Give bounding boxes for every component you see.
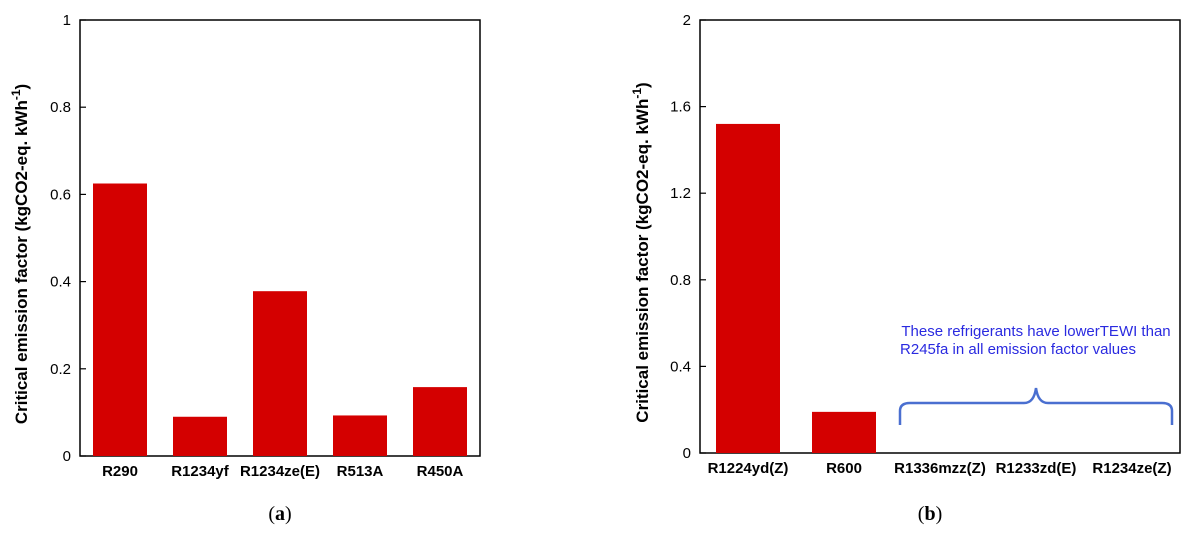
x-tick-label: R450A <box>417 463 464 480</box>
y-tick-label: 0.4 <box>50 274 71 291</box>
y-tick-label: 0 <box>63 448 71 465</box>
x-tick-label: R1224yd(Z) <box>708 460 789 477</box>
chart-a: 0 0.2 0.4 0.6 0.8 1 R290 R1234yf R1234ze(E) R513A… <box>9 12 481 525</box>
chart-b: 0 0.4 0.8 1.2 1.6 2 R1224yd(Z) R600 R1336mzz(Z) R… <box>630 12 1181 525</box>
bar-R1234yf <box>173 416 227 456</box>
x-tick-label: R513A <box>337 463 384 480</box>
x-tick-label: R1234yf <box>171 463 230 480</box>
bar-R450A <box>413 387 467 456</box>
y-tick-label: 0.8 <box>670 272 691 289</box>
y-tick-label: 0.2 <box>50 361 71 378</box>
plot-frame <box>699 19 1181 454</box>
panel-caption: (b) <box>918 503 942 525</box>
annotation-text: These refrigerants have lowerTEWI than <box>901 323 1170 340</box>
bar-R600 <box>812 411 876 453</box>
y-tick-label: 2 <box>683 12 691 29</box>
y-tick-label: 0.6 <box>50 186 71 203</box>
y-axis-label: Critical emission factor (kgCO2-eq. kWh-… <box>630 82 652 422</box>
y-axis-label: Critical emission factor (kgCO2-eq. kWh-… <box>9 84 31 424</box>
curly-brace <box>898 387 1174 425</box>
x-tick-label: R1336mzz(Z) <box>894 460 986 477</box>
x-tick-label: R1234ze(Z) <box>1092 460 1171 477</box>
bar-R1234ze(E) <box>253 291 307 456</box>
y-tick-label: 1 <box>63 12 71 29</box>
bar-R290 <box>93 183 147 456</box>
y-tick-label: 0.4 <box>670 358 691 375</box>
x-tick-label: R1233zd(E) <box>996 460 1077 477</box>
x-tick-label: R1234ze(E) <box>240 463 320 480</box>
y-tick-label: 1.6 <box>670 99 691 116</box>
x-tick-label: R600 <box>826 460 862 477</box>
y-tick-label: 1.2 <box>670 185 691 202</box>
annotation-text: R245fa in all emission factor values <box>900 341 1136 358</box>
y-tick-label: 0.8 <box>50 99 71 116</box>
bar-R1224yd(Z) <box>716 123 780 454</box>
y-tick-label: 0 <box>683 445 691 462</box>
panel-caption: (a) <box>268 503 291 525</box>
bar-R513A <box>333 415 387 456</box>
x-tick-label: R290 <box>102 463 138 480</box>
